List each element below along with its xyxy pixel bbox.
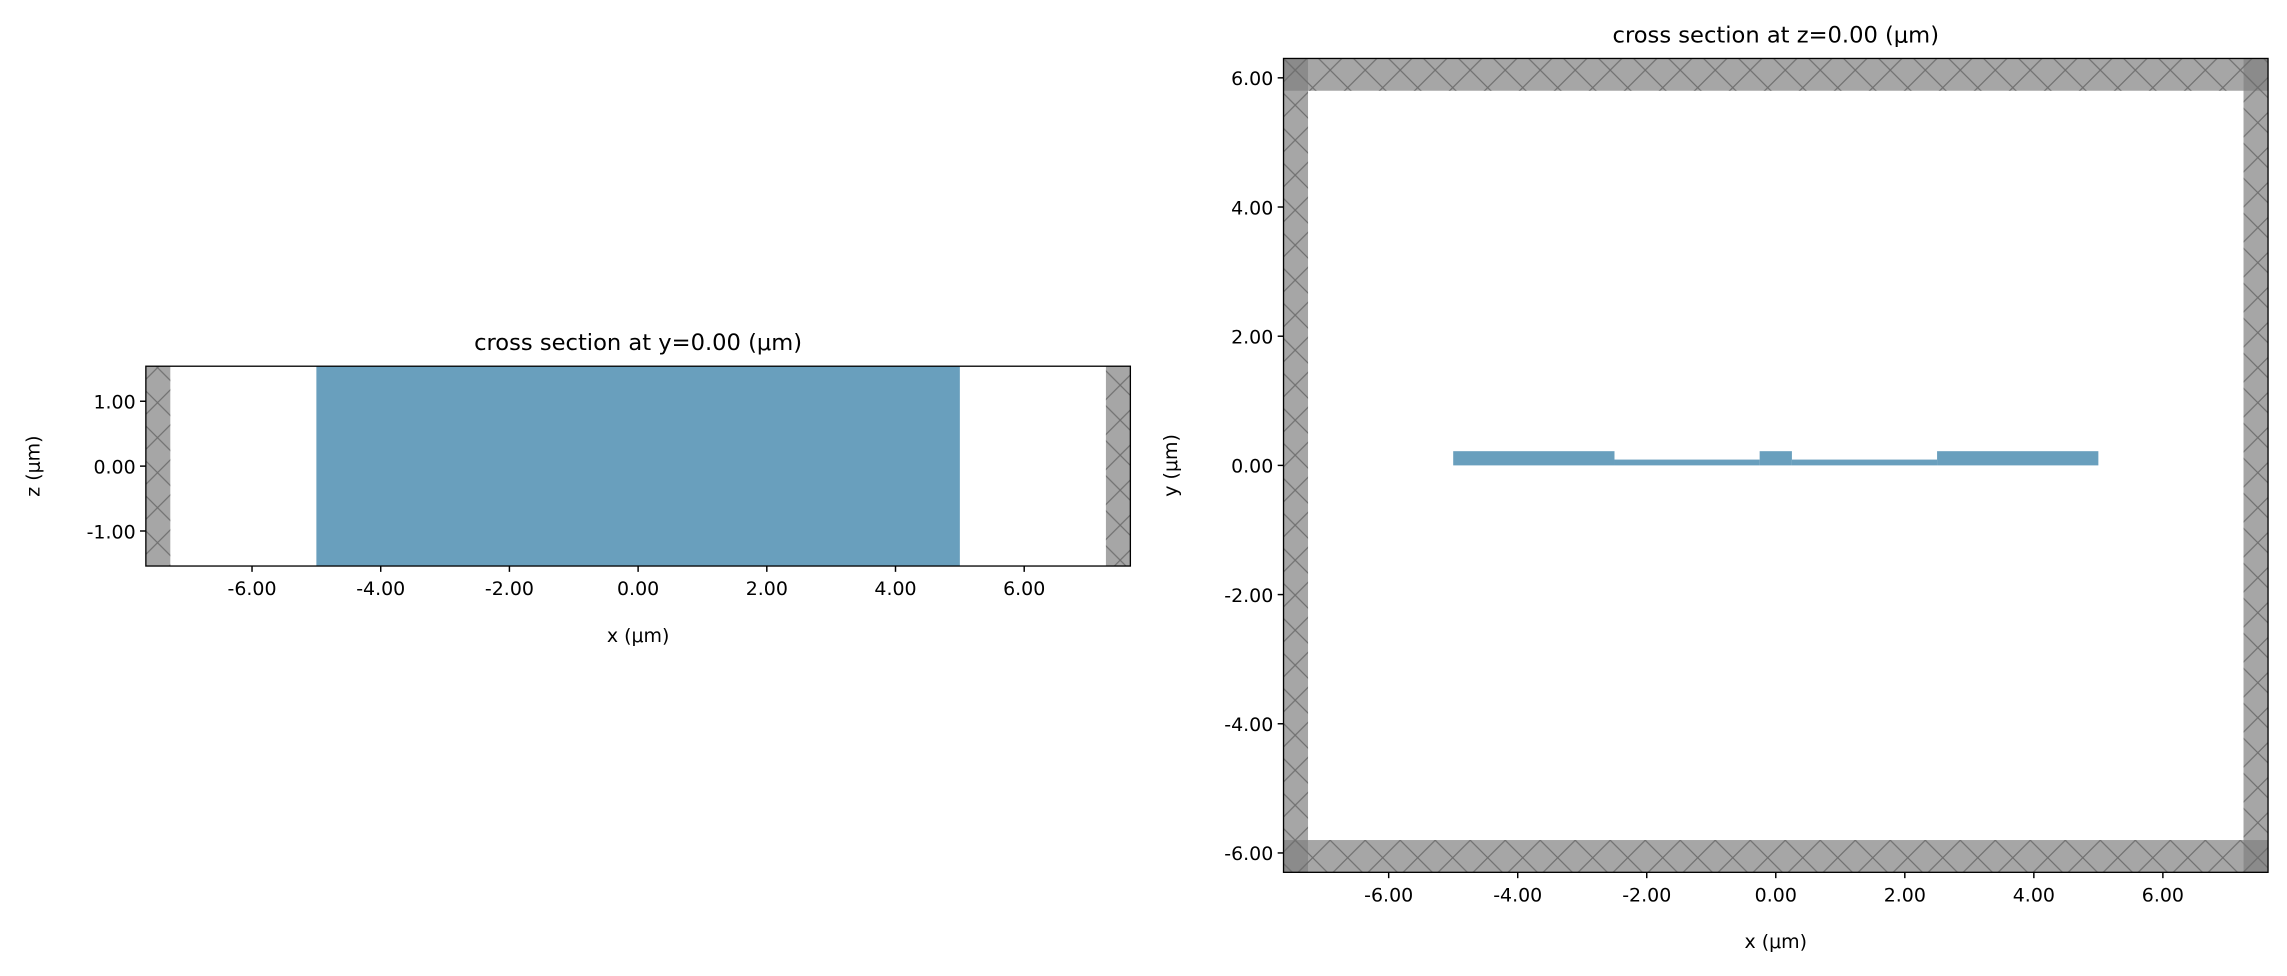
y-tick-label: -4.00: [1224, 714, 1273, 736]
y-tick-label: 0.00: [93, 456, 135, 478]
y-tick-label: 1.00: [93, 392, 135, 414]
x-tick-label: 0.00: [617, 578, 659, 600]
x-axis-label: x (μm): [607, 625, 670, 647]
plot-area: [1283, 58, 2269, 873]
y-tick-label: -6.00: [1224, 843, 1273, 865]
x-tick-label: 2.00: [746, 578, 788, 600]
structure: [316, 366, 960, 567]
x-tick-label: -2.00: [485, 578, 534, 600]
y-tick-label: -2.00: [1224, 585, 1273, 607]
y-tick-label: 0.00: [1231, 456, 1273, 478]
hatch: [1283, 840, 2269, 873]
x-tick-label: -6.00: [1364, 884, 1413, 906]
y-tick-label: -1.00: [87, 521, 136, 543]
y-axis-label: z (μm): [22, 435, 44, 496]
x-tick-label: 0.00: [1755, 884, 1797, 906]
x-tick-label: 6.00: [1003, 578, 1045, 600]
hatch: [145, 366, 171, 567]
hatch: [1283, 58, 2269, 91]
x-tick-label: -2.00: [1622, 884, 1671, 906]
x-tick-label: 2.00: [1884, 884, 1926, 906]
structure: [1453, 451, 1615, 466]
y-tick-label: 6.00: [1231, 68, 1273, 90]
y-tick-label: 2.00: [1231, 326, 1273, 348]
plot-area: [145, 366, 1131, 567]
hatch: [2243, 58, 2269, 873]
x-tick-label: 4.00: [2013, 884, 2055, 906]
y-tick-label: 4.00: [1231, 197, 1273, 219]
chart-title: cross section at z=0.00 (μm): [1613, 22, 1940, 48]
chart-title: cross section at y=0.00 (μm): [474, 330, 802, 356]
x-axis-label: x (μm): [1744, 931, 1807, 953]
x-tick-label: -6.00: [228, 578, 277, 600]
x-tick-label: -4.00: [356, 578, 405, 600]
structure: [1937, 451, 2099, 466]
x-tick-label: -4.00: [1493, 884, 1542, 906]
structure: [1759, 451, 1792, 466]
hatch: [1283, 58, 1309, 873]
y-axis-label: y (μm): [1160, 434, 1182, 497]
x-tick-label: 4.00: [874, 578, 916, 600]
hatch: [1105, 366, 1131, 567]
structure: [1614, 459, 1760, 466]
x-tick-label: 6.00: [2142, 884, 2184, 906]
structure: [1791, 459, 1938, 466]
